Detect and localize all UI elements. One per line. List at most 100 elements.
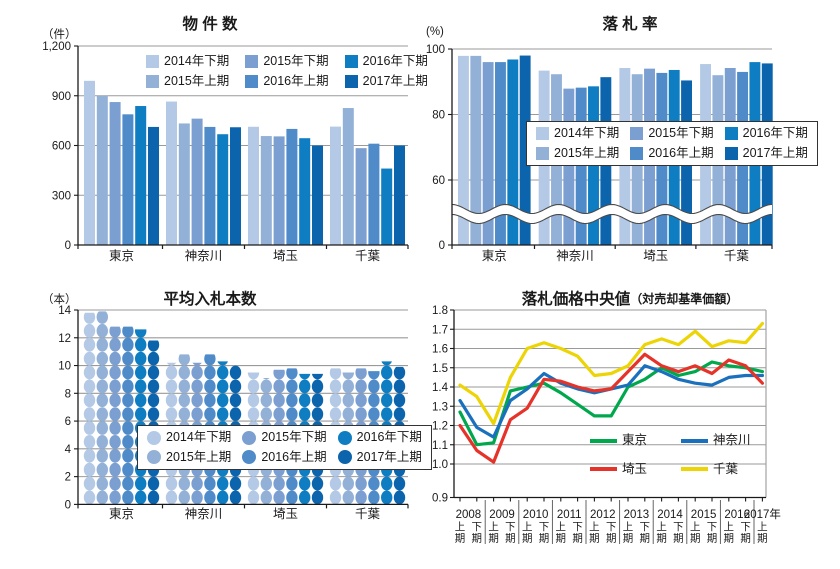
legend-swatch [147,450,161,465]
bar [122,114,134,245]
y-axis-unit-label: （本） [42,294,77,306]
bar [135,106,147,245]
axis-label: 期 [505,533,516,545]
legend-swatch [337,450,352,465]
axis-label: 300 [52,190,71,202]
bar-group-千葉 [330,108,405,245]
axis-label: 14 [58,305,71,317]
axis-label: 2008 [456,509,482,521]
legend-item: 2015年下期 [242,430,327,446]
legend-swatch [630,127,644,141]
legend-label: 2016年下期 [362,54,428,68]
axis-label: 2014 [657,509,683,521]
axis-label: 0 [65,240,71,252]
bar [330,126,341,245]
legend-item: 千葉 [681,462,751,478]
axis-label: 上 [556,521,567,533]
axis-label: 100 [426,44,445,56]
axis-label: 2017年 [744,507,781,521]
axis-break-edge [451,203,773,215]
axis-label: 期 [656,533,667,545]
legend-item: 神奈川 [681,433,751,449]
axis-label: 上 [690,521,701,533]
legend-label: 2015年上期 [164,73,230,88]
axis-label: 1.0 [432,459,448,471]
axis-label: 期 [472,533,483,545]
legend-label: 2014年下期 [164,54,230,68]
bar [470,55,482,245]
axis-label: 期 [539,533,550,545]
bar [482,62,494,245]
circle-bar [122,326,134,505]
bar [381,168,393,245]
axis-label: 期 [707,533,718,545]
chart-title: 落札価格中央値（対売却基準価額） [521,291,739,308]
axis-label: 下 [740,521,751,533]
circle-bar [147,340,160,505]
bar [495,62,506,245]
legend-label: 2015年下期 [263,54,329,68]
axis-label: 期 [673,533,684,545]
bar [394,145,405,245]
properties-count-bar-plot: 0 300 600 900 1,200 東京 神奈川 埼玉 千葉 [42,41,409,263]
axis-label: 2011 [557,509,582,521]
legend-label: 2015年上期 [554,145,620,160]
axis-label: 6 [65,416,71,428]
axis-label: 期 [640,533,651,545]
legend-item: 埼玉 [590,462,647,478]
legend-swatch [590,467,617,472]
axis-label: 60 [432,175,445,187]
legend-swatch [245,74,259,88]
bar [217,134,229,245]
axis-label: 2013 [624,509,650,521]
axis-label: 2009 [489,509,515,521]
legend-item: 2017年上期 [337,450,422,466]
legend-label: 2017年上期 [742,145,808,160]
axis-label: 4 [65,444,72,456]
axis-label: 上 [522,521,533,533]
bar [248,126,259,245]
axis-label: 上 [757,521,768,533]
axis-label: 期 [606,533,617,545]
legend-item: 2014年下期 [146,54,229,70]
bar [563,88,575,245]
axis-label: 0.9 [432,493,448,505]
bar-group-埼玉 [248,126,323,245]
axis-label: 期 [589,533,600,545]
legend-item: 2014年下期 [147,430,231,446]
legend-item: 2015年上期 [146,74,229,90]
bar [286,128,298,245]
bar [299,138,311,245]
axis-label: 下 [472,521,483,533]
axis-label: 1.8 [432,305,448,317]
chart-median-price-ratio: 落札価格中央値（対売却基準価額） 0.9 1.0 1.1 1.2 1.3 1.4 1.5 1.… [420,285,840,569]
period-legend-boxed: 2014年下期 2015年上期 2015年下期 2016年上期 2016年下期 2017年… [526,121,818,167]
chart-properties-count: 物 件 数 （件） 0 300 600 900 1,200 東京 神奈川 埼玉 千葉 2014年… [0,0,428,284]
axis-label: 下 [572,521,583,533]
legend-label: 2016年上期 [263,73,329,88]
legend-item: 2016年上期 [242,449,327,466]
legend-label: 2016年上期 [261,449,327,464]
axis-label: 上 [455,521,466,533]
axis-label: 期 [623,533,634,545]
prefecture-legend: 東京埼玉 神奈川千葉 [590,433,751,477]
axis-label: 1.4 [432,382,449,394]
axis-label: 1.5 [432,363,448,375]
axis-label: 期 [724,533,735,545]
median-price-line-plot: 0.91.01.11.21.31.41.51.61.71.82008上期下期20… [432,305,781,545]
axis-break-edge [451,213,773,225]
axis-label: 0 [65,499,71,511]
legend-swatch [536,127,549,141]
legend-swatch [242,450,257,465]
y-axis-unit-label: (%) [426,26,444,38]
legend-swatch [344,74,358,88]
axis-label: 600 [52,141,71,153]
circle-bar [96,311,109,505]
legend-item: 2015年下期 [630,126,714,142]
axis-label: 1.6 [432,344,448,356]
legend-item: 2015年上期 [536,146,619,162]
legend-label: 千葉 [713,461,739,476]
axis-label: 1.2 [432,421,448,433]
bar-group-東京 [83,311,160,505]
legend-label: 東京 [622,433,648,447]
